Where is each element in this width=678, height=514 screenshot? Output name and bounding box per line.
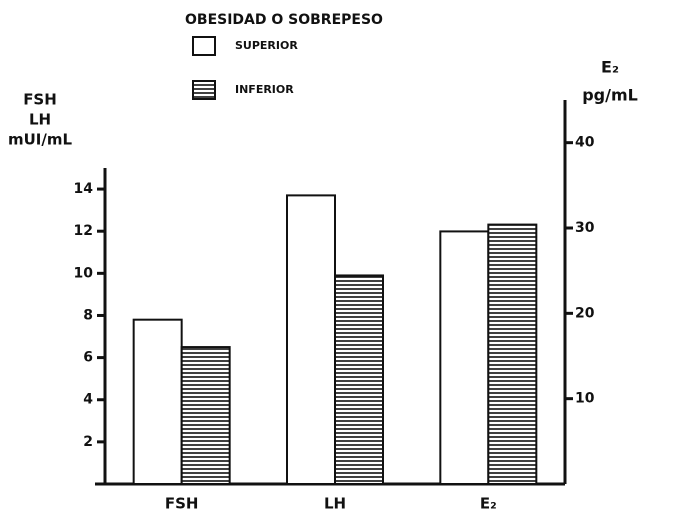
bar: [487, 223, 538, 485]
y-tick-label: 14: [74, 181, 94, 197]
y2-tick-label: 30: [575, 220, 595, 236]
bar: [132, 318, 183, 485]
bar: [286, 194, 336, 486]
legend-label: SUPERIOR: [235, 39, 298, 52]
y-tick-label: 6: [83, 350, 93, 366]
bar: [439, 230, 490, 485]
x-tick-label: LH: [324, 495, 346, 513]
y2-tick-label: 10: [575, 391, 595, 407]
y2-axis-label: E₂: [601, 58, 619, 77]
y-tick-label: 8: [83, 307, 93, 323]
legend-swatch: [192, 80, 216, 100]
y2-axis-label: pg/mL: [582, 86, 638, 105]
bar: [180, 346, 231, 486]
y-tick-label: 4: [83, 392, 93, 408]
legend-label: INFERIOR: [235, 83, 294, 96]
y2-tick-label: 20: [575, 305, 595, 321]
legend-swatch: [192, 36, 216, 56]
x-tick-label: FSH: [165, 495, 199, 513]
x-tick-label: E₂: [480, 495, 497, 513]
y-tick-label: 10: [74, 265, 94, 281]
y2-tick-label: 40: [575, 135, 595, 151]
y-axis-label: LH: [29, 111, 51, 129]
bar: [334, 274, 384, 485]
y-tick-label: 12: [74, 223, 93, 239]
chart-title: OBESIDAD O SOBREPESO: [185, 12, 383, 28]
y-tick-label: 2: [83, 434, 93, 450]
y-axis-label: mUI/mL: [8, 131, 72, 149]
y-axis-label: FSH: [23, 91, 57, 109]
